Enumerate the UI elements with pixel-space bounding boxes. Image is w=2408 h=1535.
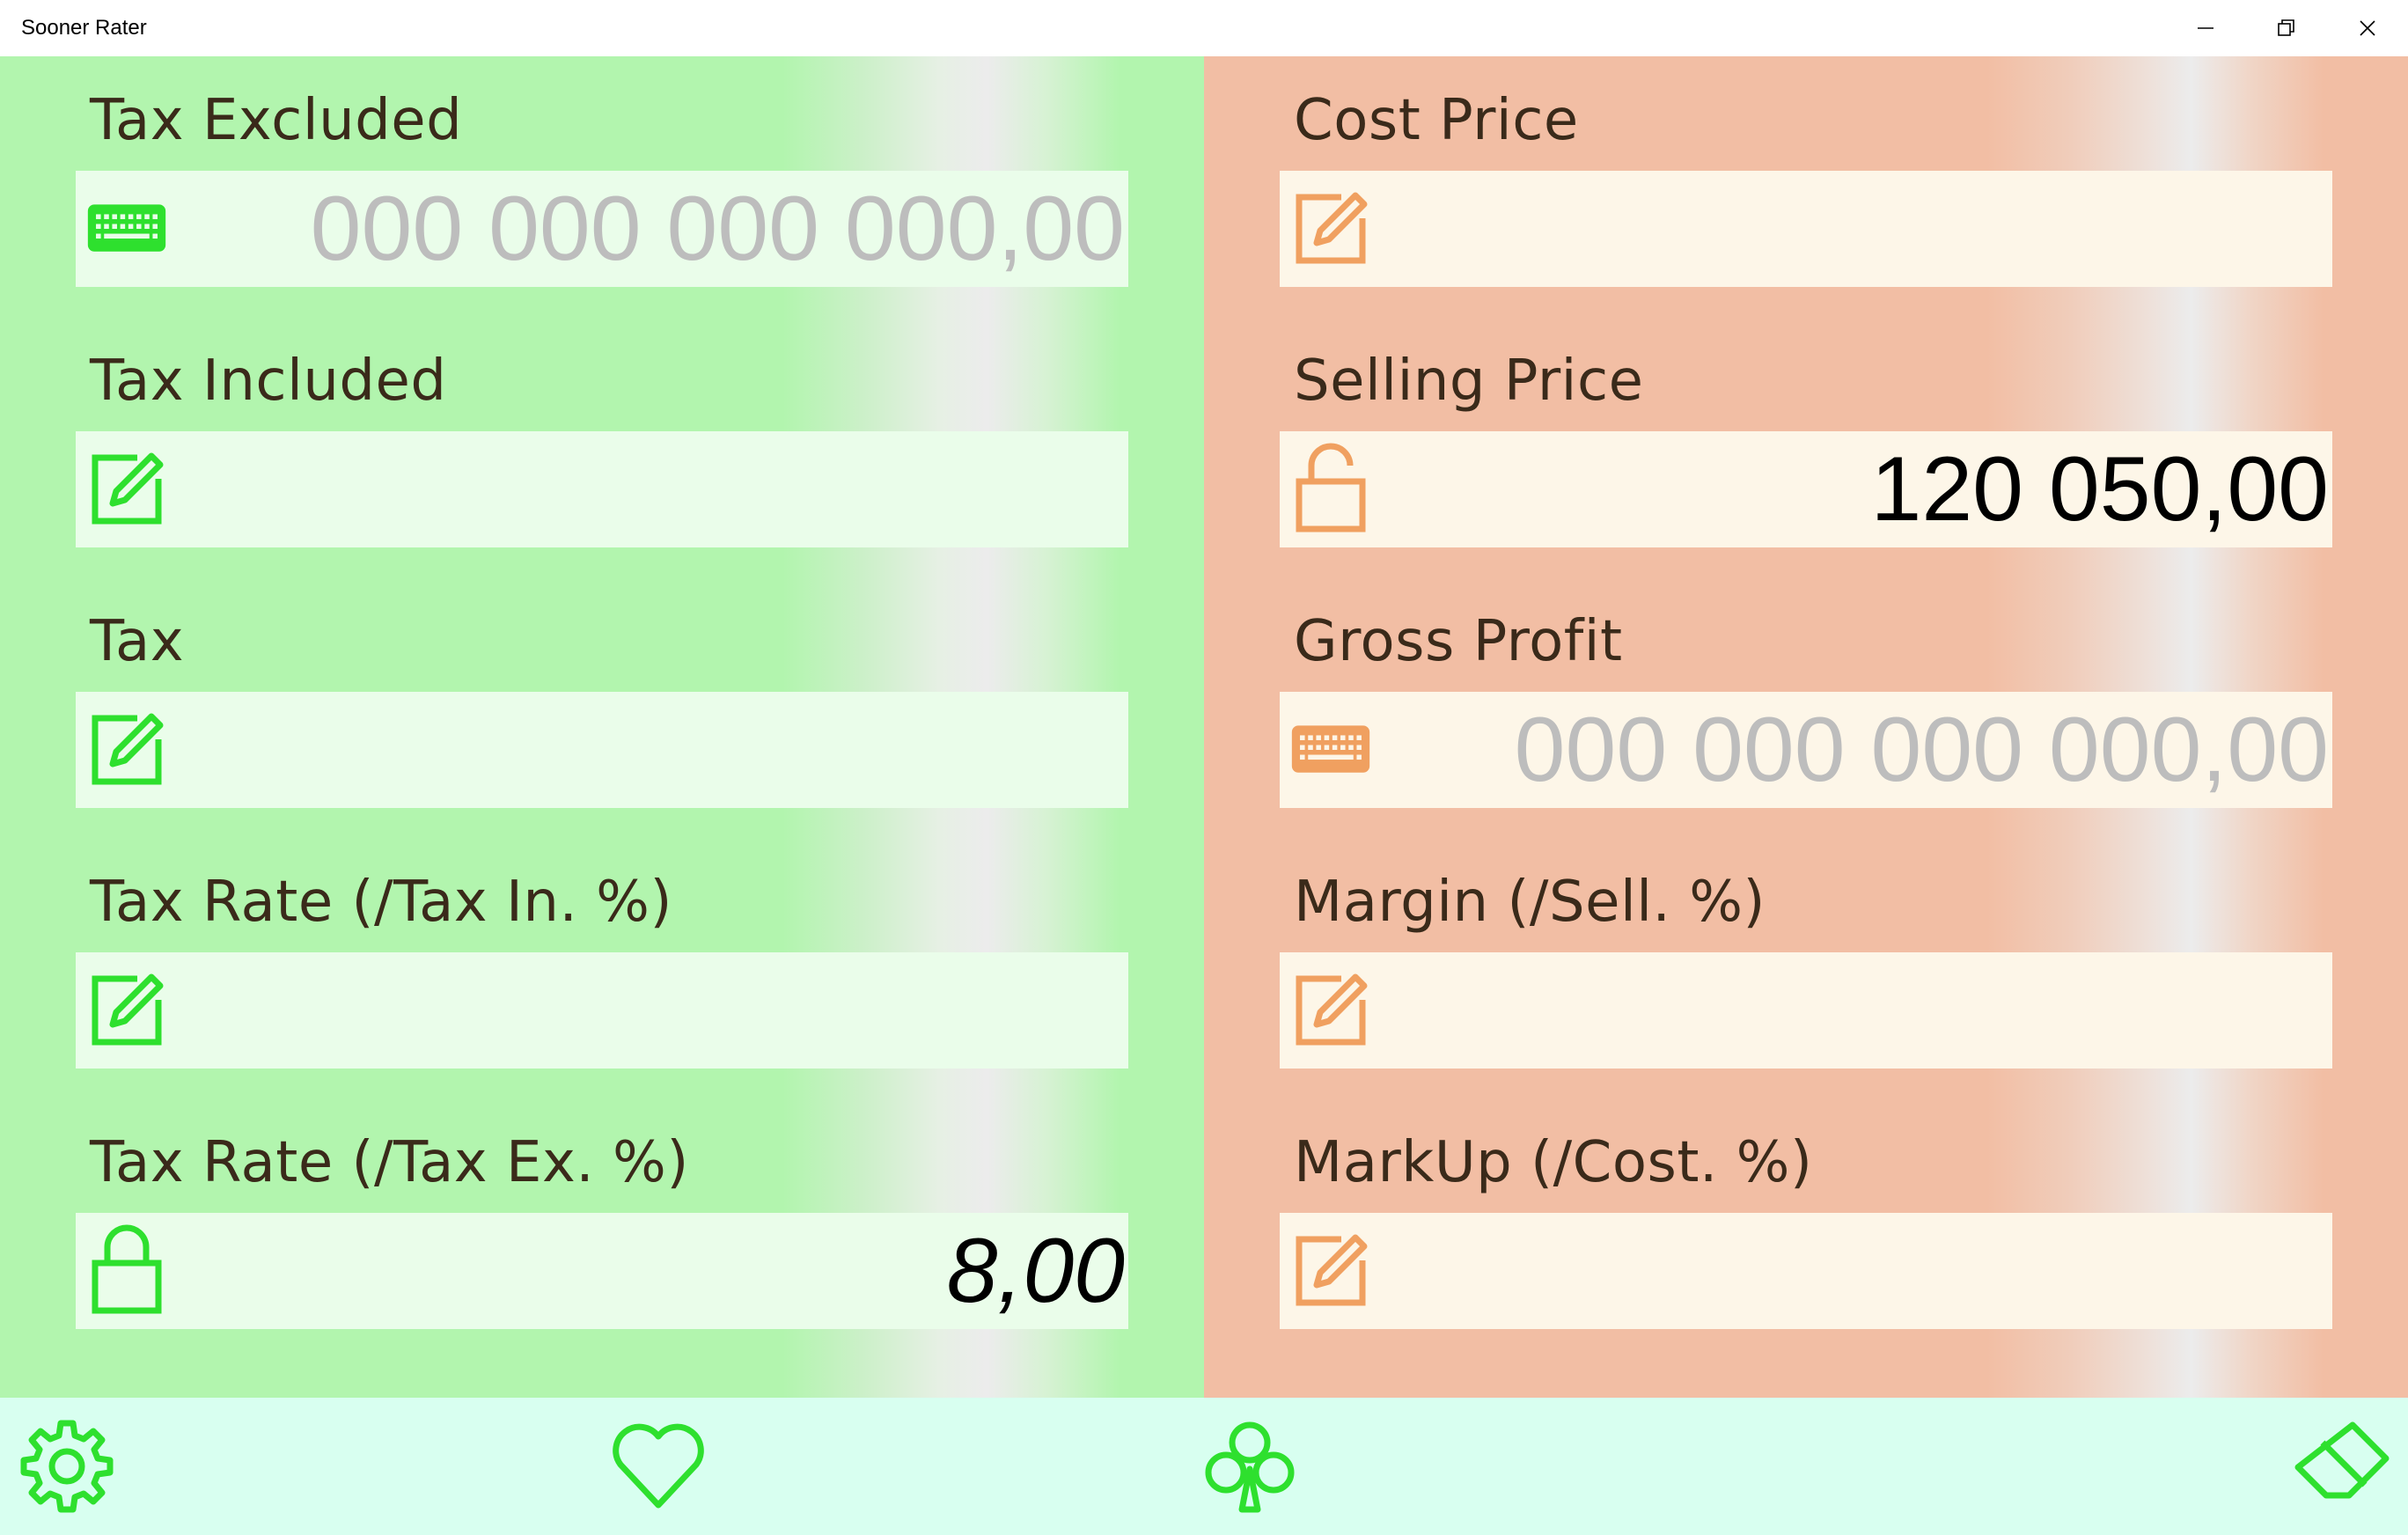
tax-rate-ex-field[interactable]: 8,00 [76, 1213, 1128, 1329]
gross-profit-label: Gross Profit [1294, 609, 1623, 674]
cost-price-field[interactable] [1280, 171, 2332, 287]
cost-price-label: Cost Price [1294, 88, 1579, 153]
close-icon [2360, 20, 2375, 36]
markup-field[interactable] [1280, 1213, 2332, 1329]
tax-included-label: Tax Included [90, 349, 447, 414]
settings-icon [20, 1420, 114, 1513]
tax-field[interactable] [76, 692, 1128, 808]
edit-icon[interactable] [86, 970, 167, 1051]
heart-icon [613, 1423, 704, 1509]
tax-rate-ex-input[interactable]: 8,00 [946, 1219, 1125, 1322]
keyboard-icon[interactable] [86, 188, 167, 269]
tax-label: Tax [90, 609, 185, 674]
tax-panel: Tax Excluded 000 000 000 000,00 Tax Incl… [0, 56, 1204, 1398]
selling-price-label: Selling Price [1294, 349, 1644, 414]
tax-rate-in-field[interactable] [76, 952, 1128, 1069]
price-panel: Cost Price Selling Price 120 050,00 Gros… [1204, 56, 2408, 1398]
close-button[interactable] [2327, 0, 2408, 56]
edit-icon[interactable] [1290, 188, 1371, 269]
favorite-button[interactable] [604, 1412, 713, 1521]
margin-label: Margin (/Sell. %) [1294, 870, 1766, 935]
selling-price-field[interactable]: 120 050,00 [1280, 431, 2332, 547]
selling-price-input[interactable]: 120 050,00 [1870, 437, 2329, 540]
title-bar: Sooner Rater [0, 0, 2408, 56]
tax-rate-in-label: Tax Rate (/Tax In. %) [90, 870, 672, 935]
margin-field[interactable] [1280, 952, 2332, 1069]
clear-button[interactable] [2287, 1412, 2396, 1521]
edit-icon[interactable] [86, 709, 167, 790]
edit-icon[interactable] [1290, 1230, 1371, 1311]
club-button[interactable] [1195, 1412, 1304, 1521]
restore-icon [2278, 19, 2294, 36]
edit-icon[interactable] [1290, 970, 1371, 1051]
keyboard-icon[interactable] [1290, 709, 1371, 790]
unlock-icon[interactable] [1290, 443, 1371, 532]
tax-included-field[interactable] [76, 431, 1128, 547]
eraser-icon [2294, 1421, 2390, 1499]
tax-rate-ex-label: Tax Rate (/Tax Ex. %) [90, 1130, 689, 1195]
settings-button[interactable] [12, 1412, 121, 1521]
edit-icon[interactable] [86, 449, 167, 530]
club-icon [1205, 1421, 1295, 1513]
restore-button[interactable] [2246, 0, 2327, 56]
markup-label: MarkUp (/Cost. %) [1294, 1130, 1813, 1195]
tax-excluded-field[interactable]: 000 000 000 000,00 [76, 171, 1128, 287]
minimize-icon [2198, 27, 2213, 29]
tax-excluded-label: Tax Excluded [90, 88, 463, 153]
lock-icon[interactable] [86, 1224, 167, 1314]
bottom-app-bar [0, 1398, 2408, 1535]
gross-profit-field[interactable]: 000 000 000 000,00 [1280, 692, 2332, 808]
gross-profit-input[interactable]: 000 000 000 000,00 [1514, 698, 2329, 801]
minimize-button[interactable] [2165, 0, 2246, 56]
tax-excluded-input[interactable]: 000 000 000 000,00 [310, 177, 1125, 280]
window-title: Sooner Rater [21, 16, 147, 40]
